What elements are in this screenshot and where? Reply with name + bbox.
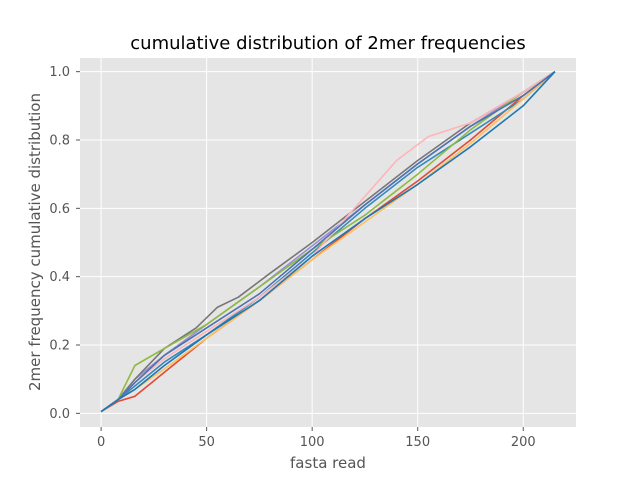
y-tick-label: 0.8 [49, 134, 70, 149]
series-line-6 [100, 71, 556, 413]
x-tick-label: 200 [511, 435, 536, 450]
series-line-4 [100, 71, 556, 413]
x-tick-label: 100 [300, 435, 325, 450]
y-tick-label: 0.2 [49, 339, 70, 354]
series-layer [100, 71, 556, 413]
y-tick-label: 0.0 [49, 407, 70, 422]
x-tick-label: 50 [198, 435, 215, 450]
y-tick-label: 0.6 [49, 202, 70, 217]
grid-lines [80, 58, 576, 427]
x-tick-label: 150 [405, 435, 430, 450]
y-tick-label: 0.4 [49, 270, 70, 285]
x-axis-label: fasta read [290, 454, 366, 472]
x-tick-label: 0 [97, 435, 105, 450]
plot-area [80, 58, 576, 427]
y-axis-ticks: 0.0 0.2 0.4 0.6 0.8 1.0 [49, 65, 80, 422]
chart-title: cumulative distribution of 2mer frequenc… [130, 33, 525, 54]
series-line-9 [100, 71, 556, 413]
y-axis-label: 2mer frequency cumulative distribution [26, 93, 44, 391]
x-axis-ticks: 0 50 100 150 200 [97, 427, 536, 450]
series-line-8 [100, 71, 556, 413]
series-line-2 [100, 71, 556, 413]
y-tick-label: 1.0 [49, 65, 70, 80]
